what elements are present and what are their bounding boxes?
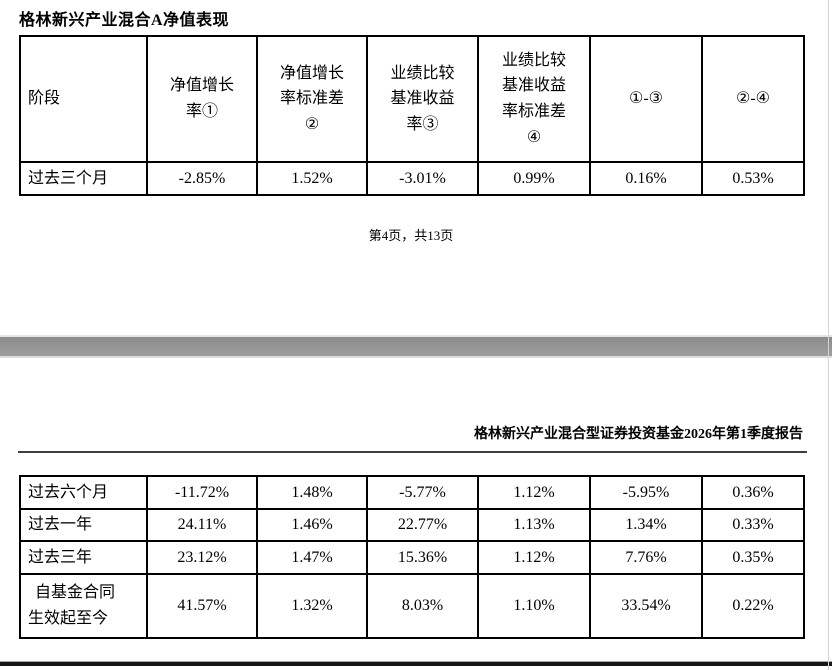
cell-value: 1.10% xyxy=(477,573,591,639)
header-nav-growth-stddev: 净值增长 率标准差 ② xyxy=(256,35,368,163)
cell-value: 1.13% xyxy=(477,508,591,542)
cell-value: 0.33% xyxy=(701,508,805,542)
header-diff-2-4: ②-④ xyxy=(701,35,805,163)
cell-value: 1.32% xyxy=(256,573,368,639)
cell-value: 7.76% xyxy=(589,540,703,575)
table-row-past-6-months: 过去六个月 -11.72% 1.48% -5.77% 1.12% -5.95% … xyxy=(19,475,805,510)
nav-performance-table-top: 阶段 净值增长 率① 净值增长 率标准差 ② 业绩比较 基准收益 率③ 业绩比较… xyxy=(19,35,805,196)
bottom-rule xyxy=(0,661,832,666)
header-diff-1-3: ①-③ xyxy=(589,35,703,163)
cell-stage: 自基金合同 生效起至今 xyxy=(19,573,148,639)
cell-value: 24.11% xyxy=(146,508,258,542)
page-break-divider xyxy=(0,335,832,358)
cell-value: 22.77% xyxy=(366,508,479,542)
header-nav-growth-rate: 净值增长 率① xyxy=(146,35,258,163)
cell-value: 0.53% xyxy=(701,161,805,196)
header-benchmark-return: 业绩比较 基准收益 率③ xyxy=(366,35,479,163)
cell-value: -3.01% xyxy=(366,161,479,196)
cell-value: 33.54% xyxy=(589,573,703,639)
cell-value: 41.57% xyxy=(146,573,258,639)
report-header: 格林新兴产业混合型证券投资基金2026年第1季度报告 xyxy=(474,427,803,442)
cell-value: 8.03% xyxy=(366,573,479,639)
cell-value: 0.36% xyxy=(701,475,805,510)
table-row-past-3-months: 过去三个月 -2.85% 1.52% -3.01% 0.99% 0.16% 0.… xyxy=(19,161,805,196)
cell-value: -5.95% xyxy=(589,475,703,510)
cell-value: 0.35% xyxy=(701,540,805,575)
cell-value: -5.77% xyxy=(366,475,479,510)
cell-value: 1.47% xyxy=(256,540,368,575)
cell-stage: 过去三个月 xyxy=(19,161,148,196)
cell-value: 1.46% xyxy=(256,508,368,542)
cell-value: 1.12% xyxy=(477,475,591,510)
table-row-past-3-years: 过去三年 23.12% 1.47% 15.36% 1.12% 7.76% 0.3… xyxy=(19,540,805,575)
cell-stage: 过去三年 xyxy=(19,540,148,575)
header-rule xyxy=(18,451,807,453)
cell-stage: 过去一年 xyxy=(19,508,148,542)
cell-value: 1.12% xyxy=(477,540,591,575)
table-row-past-1-year: 过去一年 24.11% 1.46% 22.77% 1.13% 1.34% 0.3… xyxy=(19,508,805,542)
cell-value: 1.48% xyxy=(256,475,368,510)
cell-value: -11.72% xyxy=(146,475,258,510)
page-number-footer: 第4页，共13页 xyxy=(368,228,454,243)
window-right-edge xyxy=(828,0,829,670)
table-row-since-inception: 自基金合同 生效起至今 41.57% 1.32% 8.03% 1.10% 33.… xyxy=(19,573,805,639)
header-stage: 阶段 xyxy=(19,35,148,163)
cell-value: 1.34% xyxy=(589,508,703,542)
cell-stage: 过去六个月 xyxy=(19,475,148,510)
table-header-row: 阶段 净值增长 率① 净值增长 率标准差 ② 业绩比较 基准收益 率③ 业绩比较… xyxy=(19,35,805,163)
cell-value: 15.36% xyxy=(366,540,479,575)
cell-value: 23.12% xyxy=(146,540,258,575)
header-benchmark-return-stddev: 业绩比较 基准收益 率标准差 ④ xyxy=(477,35,591,163)
cell-value: 1.52% xyxy=(256,161,368,196)
cell-value: 0.16% xyxy=(589,161,703,196)
cell-value: 0.22% xyxy=(701,573,805,639)
cell-value: -2.85% xyxy=(146,161,258,196)
cell-value: 0.99% xyxy=(477,161,591,196)
nav-performance-table-bottom: 过去六个月 -11.72% 1.48% -5.77% 1.12% -5.95% … xyxy=(19,475,805,639)
page-title: 格林新兴产业混合A净值表现 xyxy=(19,12,230,29)
